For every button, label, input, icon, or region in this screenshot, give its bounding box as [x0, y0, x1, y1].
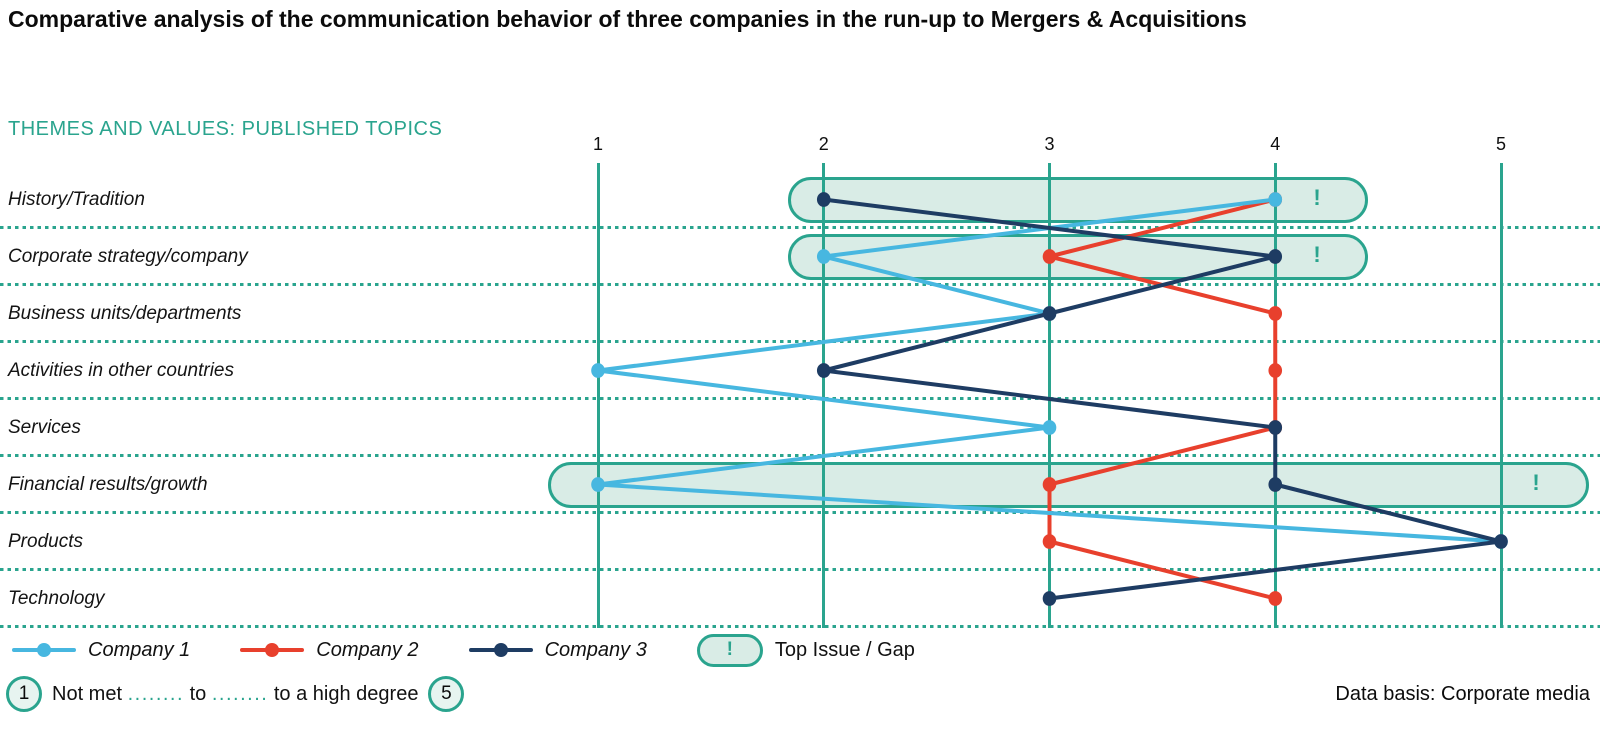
scale-text-start: Not met — [52, 682, 123, 705]
gridline — [1499, 163, 1503, 628]
legend-label-top-issue: Top Issue / Gap — [774, 638, 915, 661]
gridline — [822, 163, 826, 628]
legend-label: Company 1 — [88, 638, 191, 661]
exclamation-icon: ! — [726, 639, 733, 660]
top-issue-pill — [787, 176, 1368, 223]
row-separator — [0, 625, 1600, 628]
scale-text: Not met ........ to ........ to a high d… — [52, 683, 418, 706]
legend-dot — [265, 643, 280, 657]
scale-min-value: 1 — [18, 683, 30, 704]
legend-line — [240, 643, 305, 657]
x-tick-label: 5 — [1495, 134, 1506, 154]
legend-label: Company 2 — [316, 638, 419, 661]
scale-legend: 1 Not met ........ to ........ to a high… — [6, 672, 465, 716]
legend: Company 1 Company 2 Company 3 ! Top Issue … — [12, 630, 915, 670]
gridline — [596, 163, 600, 628]
row-separator — [0, 568, 1600, 571]
gridline — [1273, 163, 1277, 628]
x-tick-label: 4 — [1270, 134, 1281, 154]
section-header: THEMES AND VALUES: PUBLISHED TOPICS — [8, 118, 443, 140]
category-label: Products — [8, 531, 83, 552]
scale-text-end: to a high degree — [273, 682, 419, 705]
page-title: Comparative analysis of the communicatio… — [8, 6, 1247, 32]
scale-text-mid: to — [189, 682, 207, 705]
legend-line — [468, 643, 533, 657]
dotted-leader: ........ — [127, 682, 185, 705]
category-label: Activities in other countries — [8, 360, 234, 381]
data-basis-note: Data basis: Corporate media — [1335, 683, 1590, 705]
top-issue-pill — [787, 233, 1368, 280]
legend-item-company-2: Company 2 — [240, 638, 419, 662]
category-label: Financial results/growth — [8, 474, 208, 495]
scale-min-circle: 1 — [6, 676, 42, 712]
x-tick-label: 1 — [592, 134, 603, 154]
row-separator — [0, 397, 1600, 400]
row-separator — [0, 511, 1600, 514]
gridline — [1048, 163, 1051, 628]
category-label: History/Tradition — [8, 189, 145, 210]
top-issue-pill — [548, 461, 1590, 508]
legend-item-company-1: Company 1 — [12, 639, 190, 662]
top-issue-mark: ! — [1532, 469, 1540, 495]
legend-dot — [37, 643, 51, 657]
row-separator — [0, 454, 1600, 457]
top-issue-mark: ! — [1313, 241, 1321, 267]
x-tick-label: 2 — [818, 134, 829, 154]
scale-max-value: 5 — [441, 683, 452, 704]
category-label: Business units/departments — [8, 303, 242, 324]
legend-item-top-issue: ! Top Issue / Gap — [696, 633, 915, 667]
x-tick-label: 3 — [1044, 134, 1055, 154]
legend-label: Company 3 — [544, 638, 647, 661]
legend-line — [12, 643, 76, 657]
legend-item-company-3: Company 3 — [468, 638, 647, 662]
scale-max-circle: 5 — [428, 676, 465, 712]
dotted-leader: ........ — [211, 682, 269, 705]
top-issue-mark: ! — [1313, 184, 1321, 210]
category-label: Services — [8, 417, 81, 438]
category-label: Corporate strategy/company — [8, 246, 248, 267]
category-label: Technology — [8, 588, 105, 609]
legend-dot — [493, 643, 508, 657]
top-issue-legend-pill: ! — [696, 633, 763, 667]
